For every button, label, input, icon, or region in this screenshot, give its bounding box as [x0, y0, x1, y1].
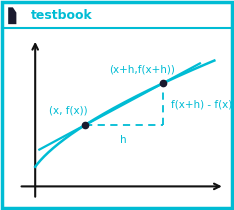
Text: h: h — [121, 135, 127, 145]
Text: (x, f(x)): (x, f(x)) — [49, 105, 88, 116]
Text: testbook: testbook — [30, 9, 92, 22]
Polygon shape — [8, 7, 16, 24]
Text: f(x+h) - f(x): f(x+h) - f(x) — [171, 99, 232, 109]
Text: (x+h,f(x+h)): (x+h,f(x+h)) — [109, 64, 175, 74]
